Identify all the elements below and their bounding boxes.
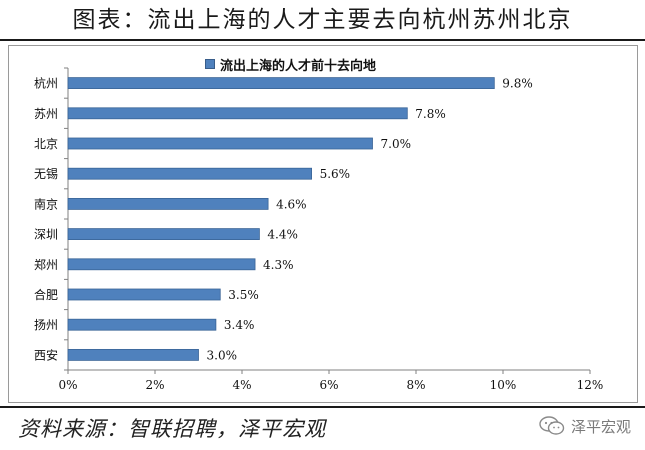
bar (67, 348, 199, 361)
value-label: 7.8% (415, 107, 446, 121)
category-label: 杭州 (34, 76, 58, 91)
chart-title: 图表：流出上海的人才主要去向杭州苏州北京 (72, 7, 573, 33)
x-tick-label: 10% (490, 378, 517, 392)
category-label: 北京 (34, 137, 58, 151)
bar (67, 318, 217, 331)
value-label: 4.3% (263, 258, 294, 272)
x-tick-label: 4% (232, 378, 251, 392)
bar (67, 228, 260, 241)
category-label: 深圳 (34, 228, 58, 242)
bar (67, 258, 256, 271)
value-label: 3.5% (228, 288, 259, 302)
legend-label: 流出上海的人才前十去向地 (220, 58, 377, 74)
x-tick-label: 2% (145, 378, 164, 392)
wechat-icon (539, 416, 565, 435)
legend-swatch (205, 59, 215, 69)
value-label: 3.4% (224, 318, 255, 332)
category-label: 南京 (34, 196, 58, 211)
category-label: 扬州 (34, 317, 58, 332)
title-divider (0, 39, 645, 41)
value-label: 7.0% (381, 137, 412, 151)
bar (67, 167, 313, 180)
bar (67, 288, 221, 301)
category-label: 合肥 (34, 287, 58, 302)
bar (67, 197, 269, 210)
x-tick-label: 12% (577, 378, 604, 392)
x-tick-label: 8% (406, 378, 425, 392)
chart-frame (8, 45, 638, 403)
bar (67, 107, 408, 120)
x-tick-label: 0% (58, 378, 77, 392)
value-label: 4.4% (267, 228, 298, 242)
value-label: 3.0% (207, 348, 238, 362)
value-label: 4.6% (276, 197, 307, 211)
watermark: 泽平宏观 (539, 413, 631, 439)
category-label: 苏州 (34, 107, 58, 121)
source-divider (0, 406, 645, 408)
value-label: 5.6% (320, 167, 351, 181)
x-tick-label: 6% (319, 378, 338, 392)
legend: 流出上海的人才前十去向地 (205, 56, 377, 74)
category-label: 郑州 (34, 257, 58, 272)
watermark-label: 泽平宏观 (570, 417, 631, 436)
category-label: 无锡 (34, 166, 58, 181)
bar (67, 77, 495, 89)
category-label: 西安 (34, 347, 58, 362)
source-note: 资料来源：智联招聘，泽平宏观 (18, 417, 326, 441)
value-label: 9.8% (502, 77, 533, 91)
bar (67, 137, 373, 150)
